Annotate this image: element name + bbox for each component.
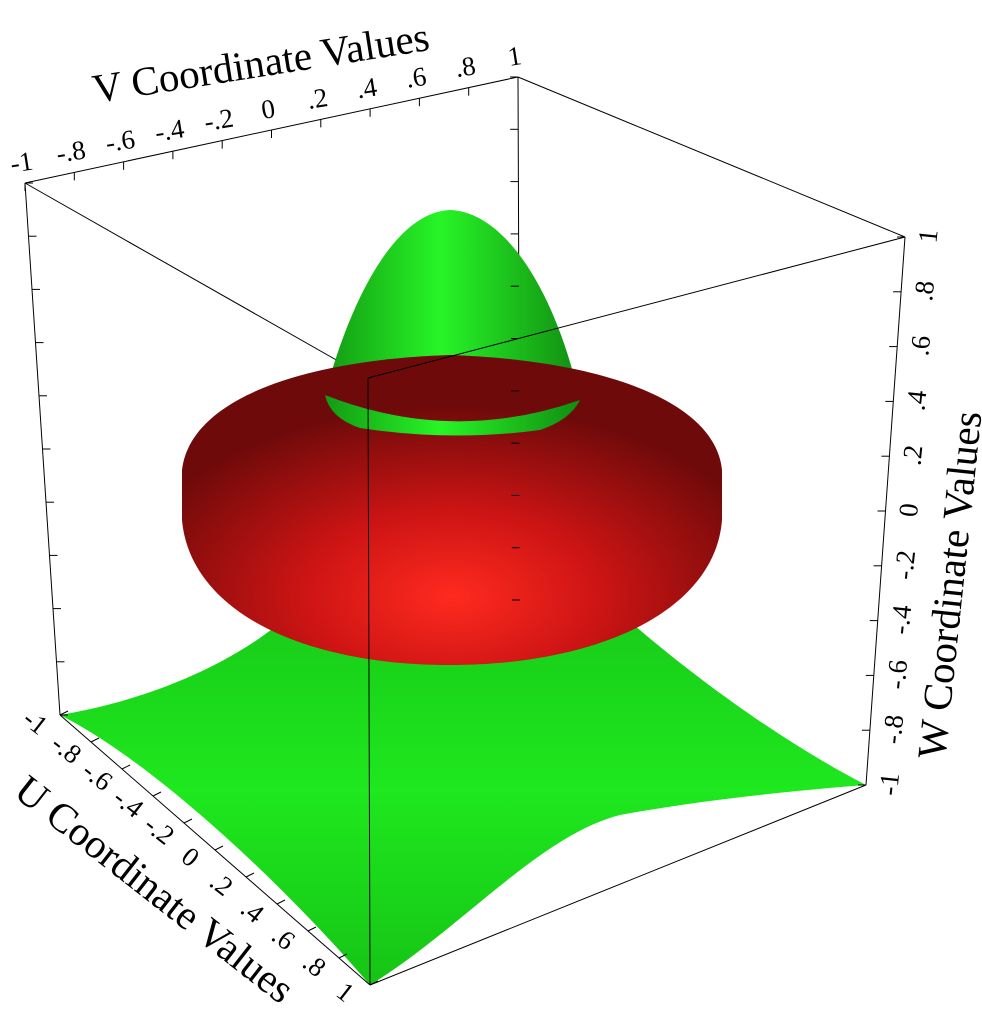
w-axis-tick-label: -1 xyxy=(873,771,905,797)
u-axis-tick xyxy=(338,953,348,959)
u-axis-tick-label: -.2 xyxy=(139,809,181,851)
red-torus-surface xyxy=(182,355,722,665)
u-axis-tick-label: .8 xyxy=(297,947,331,983)
box-edge-top-right xyxy=(517,76,906,238)
u-axis-tick xyxy=(214,845,224,851)
w-axis-tick-label: -.6 xyxy=(880,658,913,690)
torus-hole-rim xyxy=(325,395,580,436)
w-axis-tick-label: 0 xyxy=(893,502,924,519)
v-axis-tick-label: 1 xyxy=(506,40,524,72)
v-axis-tick-label: -1 xyxy=(8,146,35,179)
green-base-surface xyxy=(60,595,866,985)
u-axis-tick xyxy=(369,980,379,986)
u-axis-tick xyxy=(121,764,131,770)
u-axis-tick-label: -.6 xyxy=(77,755,119,797)
u-axis-tick-label: -.4 xyxy=(108,782,150,824)
box-edge-top-left xyxy=(24,182,369,379)
v-axis-tick-label: .4 xyxy=(354,71,379,104)
v-axis-tick-labels: -1 -.8 -.6 -.4 -.2 0 .2 .4 .6 .8 1 xyxy=(8,40,523,178)
u-axis-tick xyxy=(59,710,69,716)
w-axis-tick-label: .4 xyxy=(900,388,932,412)
u-axis-tick-label: -1 xyxy=(17,703,53,740)
v-axis-tick-label: -.8 xyxy=(54,134,88,168)
u-axis-tick-label: 1 xyxy=(331,976,360,1008)
v-axis-tick-label: -.2 xyxy=(202,103,236,137)
u-axis-tick xyxy=(245,872,255,878)
w-axis-tick-label: -.4 xyxy=(884,603,917,636)
w-axis-tick-label: .6 xyxy=(904,334,936,357)
u-axis-tick xyxy=(152,791,162,797)
u-axis-tick-label: -.8 xyxy=(46,728,88,770)
u-axis-tick xyxy=(90,737,100,743)
v-axis-tick-label: 0 xyxy=(259,93,277,125)
w-axis-tick-label: 1 xyxy=(912,228,943,245)
u-axis-tick-label: .2 xyxy=(204,866,238,902)
u-axis-tick xyxy=(276,899,286,905)
v-axis-tick-label: .2 xyxy=(305,82,330,115)
u-axis-tick xyxy=(307,926,317,932)
box-edge-front-vertical xyxy=(367,377,371,986)
v-axis-tick-label: .8 xyxy=(453,50,478,83)
box-edge-top-front xyxy=(367,236,906,379)
w-axis-tick-label: -.2 xyxy=(888,549,921,581)
u-axis-tick xyxy=(183,818,193,824)
w-axis-tick-label: -.8 xyxy=(877,713,910,745)
w-axis-tick-label: .8 xyxy=(908,279,940,302)
v-axis-tick-label: .6 xyxy=(404,61,429,94)
box-edge-bottom-front xyxy=(369,784,867,986)
axis-ticks xyxy=(24,76,905,986)
v-axis-tick-label: -.6 xyxy=(103,124,137,158)
w-axis-tick-labels: -1 -.8 -.6 -.4 -.2 0 .2 .4 .6 .8 1 xyxy=(873,228,944,797)
u-axis-tick-label: .4 xyxy=(235,893,270,929)
u-axis-tick-label: 0 xyxy=(176,841,205,873)
w-axis-tick-label: .2 xyxy=(896,444,928,467)
v-axis-tick-label: -.4 xyxy=(153,113,187,147)
